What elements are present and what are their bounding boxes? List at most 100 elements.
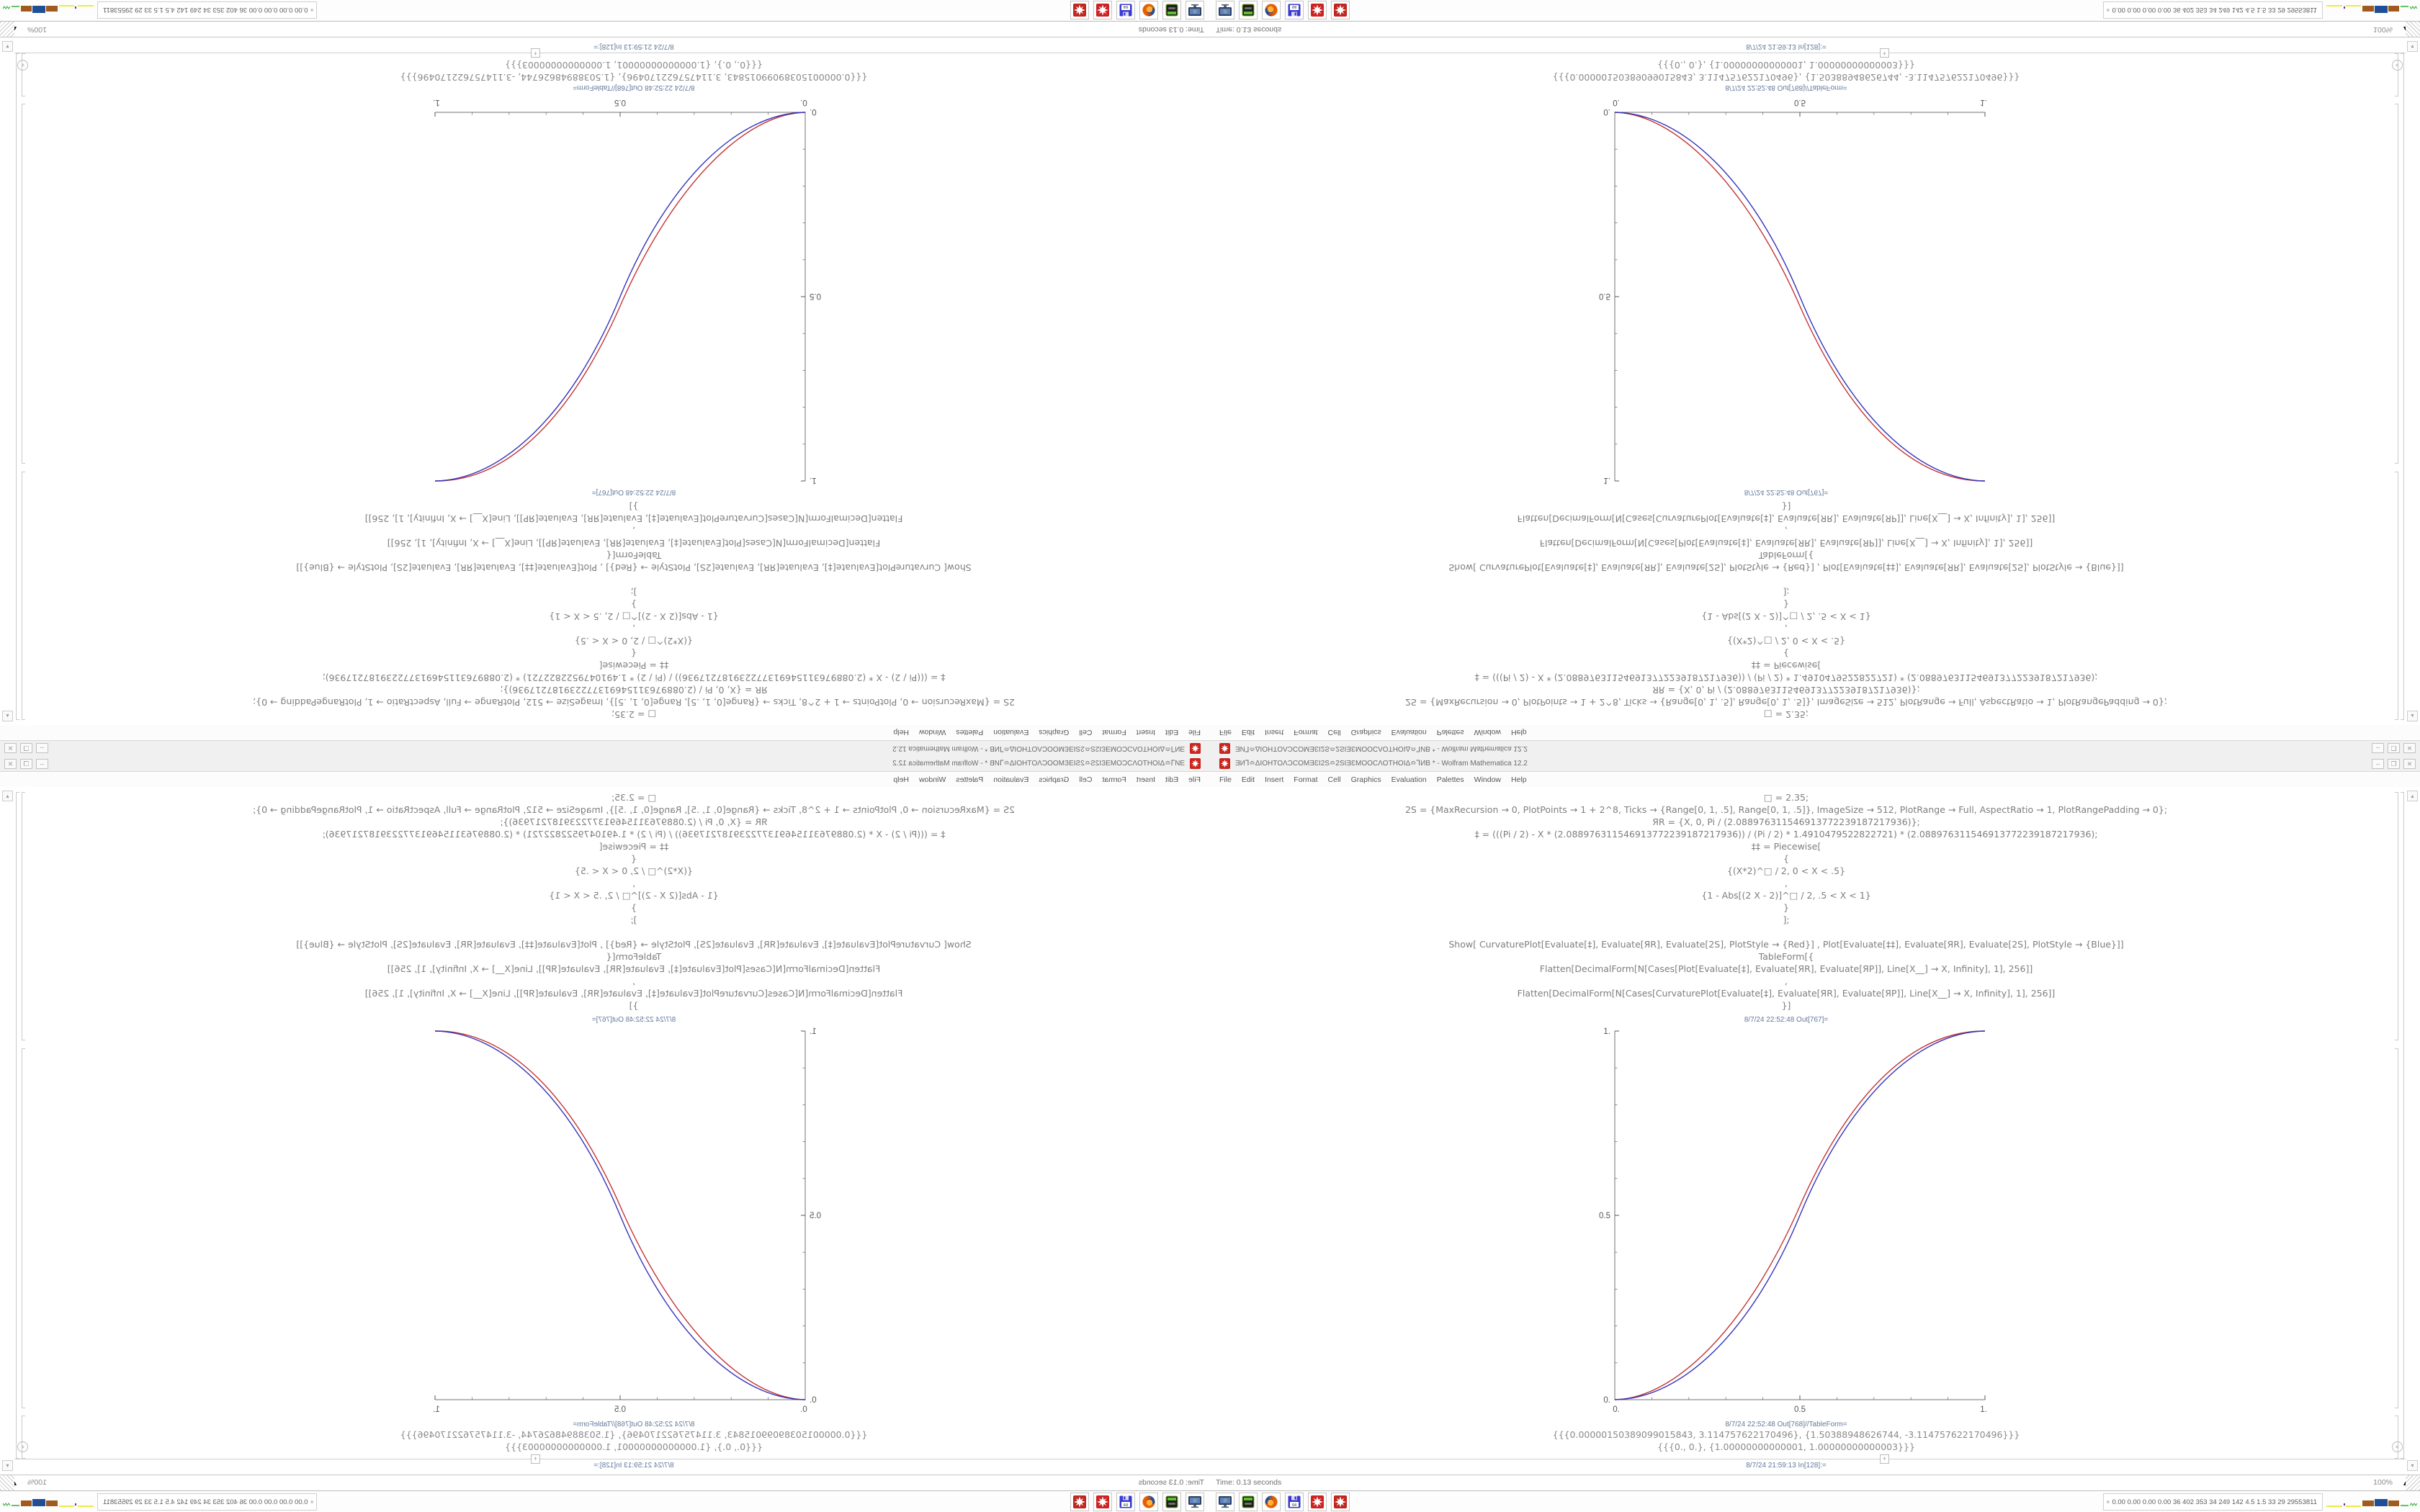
code-line[interactable]: 2S = {MaxRecursion → 0, PlotPoints → 1 +… [252, 804, 1016, 815]
code-line[interactable]: Flatten[DecimalForm[N[Cases[CurvaturePlo… [364, 988, 903, 999]
code-line[interactable]: {(X*2)^□ / 2, 0 < X < .5} [1726, 865, 1846, 876]
code-line[interactable]: }] [1781, 1000, 1791, 1011]
system-stats-widget[interactable]: » 0.00 0.00 0.00 0.00 36 402 353 34 249 … [2103, 1, 2323, 19]
code-line[interactable]: □ = 2.35; [1763, 792, 1809, 803]
menu-file[interactable]: File [1219, 775, 1232, 784]
cell-bracket-group[interactable] [2401, 792, 2404, 1459]
code-line[interactable]: {(X*2)^□ / 2, 0 < X < .5} [574, 865, 694, 876]
cell-bracket-group[interactable] [2403, 53, 2404, 720]
taskbar-item-system-monitor[interactable] [1216, 1, 1234, 19]
menu-palettes[interactable]: Palettes [956, 728, 984, 737]
taskbar-item-c64-emulator[interactable]: 64 [1285, 1, 1304, 19]
taskbar-item-mathematica[interactable] [1308, 1, 1327, 19]
insert-cell-plus-icon[interactable]: + [531, 48, 540, 58]
menu-evaluation[interactable]: Evaluation [993, 728, 1029, 737]
code-line[interactable]: } [1783, 599, 1789, 610]
scroll-more-indicator[interactable]: » [2392, 60, 2403, 71]
menu-insert[interactable]: Insert [1136, 775, 1155, 784]
code-line[interactable]: {1 - Abs[(2 X - 2)]^□ / 2, .5 < X < 1} [1701, 611, 1871, 622]
code-line[interactable]: ‡ = (((Pi / 2) - X * (2.0889763115469137… [322, 672, 946, 683]
code-line[interactable]: ‡‡ = Piecewise[ [599, 841, 669, 852]
corner-dropdown-button[interactable]: ▾ [2, 1460, 13, 1471]
menu-cell[interactable]: Cell [1079, 728, 1093, 737]
code-line[interactable]: Flatten[DecimalForm[N[Cases[CurvaturePlo… [1517, 513, 2056, 524]
menu-window[interactable]: Window [918, 775, 946, 784]
menu-graphics[interactable]: Graphics [1350, 728, 1381, 737]
taskbar-item-system-monitor[interactable] [1186, 1, 1204, 19]
code-line[interactable]: { [631, 648, 637, 659]
scroll-more-indicator[interactable]: » [17, 1441, 28, 1452]
magnification-control[interactable]: 100% [27, 1478, 47, 1487]
code-line[interactable]: 2S = {MaxRecursion → 0, PlotPoints → 1 +… [252, 697, 1016, 708]
corner-dropdown-button[interactable]: ▾ [2, 41, 13, 52]
magnification-control[interactable]: 100% [27, 25, 47, 34]
menu-palettes[interactable]: Palettes [956, 775, 984, 784]
code-line[interactable]: ‡ = (((Pi / 2) - X * (2.0889763115469137… [1474, 672, 2098, 683]
code-line[interactable]: , [632, 526, 635, 536]
code-line[interactable]: Flatten[DecimalForm[N[Cases[CurvaturePlo… [364, 513, 903, 524]
code-line[interactable]: ]; [1783, 914, 1790, 925]
code-line[interactable]: Show[ CurvaturePlot[Evaluate[‡], Evaluat… [296, 562, 972, 573]
code-line[interactable]: Flatten[DecimalForm[N[Cases[Plot[Evaluat… [387, 538, 881, 549]
taskbar-item-mathematica-alt[interactable] [1070, 1493, 1089, 1511]
code-line[interactable]: Flatten[DecimalForm[N[Cases[Plot[Evaluat… [387, 963, 881, 974]
close-button[interactable]: ✕ [2403, 743, 2416, 753]
menu-window[interactable]: Window [918, 728, 946, 737]
magnification-dropdown-icon[interactable]: ▲ [2402, 1480, 2408, 1487]
menu-help[interactable]: Help [1511, 775, 1527, 784]
close-button[interactable]: ✕ [2403, 759, 2416, 769]
code-line[interactable]: { [1783, 853, 1789, 864]
code-line[interactable]: □ = 2.35; [1763, 709, 1809, 720]
taskbar-item-card-reader[interactable] [1162, 1493, 1181, 1511]
menu-evaluation[interactable]: Evaluation [993, 775, 1029, 784]
code-line[interactable]: { [631, 853, 637, 864]
menu-format[interactable]: Format [1294, 775, 1318, 784]
code-line[interactable]: 2S = {MaxRecursion → 0, PlotPoints → 1 +… [1404, 697, 2168, 708]
code-line[interactable]: Flatten[DecimalForm[N[Cases[CurvaturePlo… [1517, 988, 2056, 999]
cell-bracket-group[interactable] [16, 53, 17, 720]
menu-help[interactable]: Help [1511, 728, 1527, 737]
resize-grip[interactable] [0, 21, 14, 37]
stats-chevron-icon[interactable]: » [2105, 9, 2112, 12]
maximize-button[interactable]: ❐ [20, 759, 32, 769]
code-line[interactable]: }] [629, 501, 639, 512]
taskbar-item-c64-emulator[interactable]: 64 [1116, 1, 1135, 19]
menu-insert[interactable]: Insert [1265, 775, 1284, 784]
menu-edit[interactable]: Edit [1241, 728, 1255, 737]
minimize-button[interactable]: – [2372, 759, 2384, 769]
scroll-up-button[interactable]: ▴ [2407, 711, 2418, 721]
code-line[interactable]: 2S = {MaxRecursion → 0, PlotPoints → 1 +… [1404, 804, 2168, 815]
insert-cell-plus-icon[interactable]: + [1880, 48, 1889, 58]
taskbar-item-c64-emulator[interactable]: 64 [1116, 1493, 1135, 1511]
close-button[interactable]: ✕ [4, 743, 17, 753]
menu-file[interactable]: File [1219, 728, 1232, 737]
taskbar-item-c64-emulator[interactable]: 64 [1285, 1493, 1304, 1511]
insert-cell-plus-icon[interactable]: + [1880, 1454, 1889, 1464]
menu-edit[interactable]: Edit [1165, 728, 1179, 737]
code-line[interactable]: ЯR = {X, 0, Pi / (2.08897631154691377223… [500, 685, 768, 696]
taskbar-item-mathematica-alt[interactable] [1331, 1493, 1350, 1511]
notebook-content[interactable]: □ = 2.35; 2S = {MaxRecursion → 0, PlotPo… [1210, 788, 2420, 1475]
code-line[interactable]: Flatten[DecimalForm[N[Cases[Plot[Evaluat… [1539, 538, 2033, 549]
menu-format[interactable]: Format [1102, 728, 1126, 737]
code-line[interactable]: ЯR = {X, 0, Pi / (2.08897631154691377223… [500, 816, 768, 827]
magnification-control[interactable]: 100% [2373, 1478, 2393, 1487]
menu-help[interactable]: Help [893, 728, 909, 737]
code-line[interactable]: TableForm[{ [606, 550, 662, 561]
code-line[interactable]: □ = 2.35; [611, 792, 657, 803]
code-line[interactable]: {1 - Abs[(2 X - 2)]^□ / 2, .5 < X < 1} [1701, 890, 1871, 901]
corner-dropdown-button[interactable]: ▾ [2407, 41, 2418, 52]
code-line[interactable]: ‡ = (((Pi / 2) - X * (2.0889763115469137… [322, 829, 946, 840]
taskbar-item-system-monitor[interactable] [1216, 1493, 1234, 1511]
code-line[interactable]: {(X*2)^□ / 2, 0 < X < .5} [574, 636, 694, 647]
taskbar-item-card-reader[interactable] [1162, 1, 1181, 19]
minimize-button[interactable]: – [2372, 743, 2384, 753]
menu-cell[interactable]: Cell [1079, 775, 1093, 784]
menu-palettes[interactable]: Palettes [1436, 728, 1464, 737]
minimize-button[interactable]: – [36, 759, 48, 769]
scroll-more-indicator[interactable]: » [17, 60, 28, 71]
resize-grip[interactable] [2406, 21, 2420, 37]
menu-evaluation[interactable]: Evaluation [1391, 775, 1427, 784]
scroll-up-button[interactable]: ▴ [2, 791, 13, 801]
menu-format[interactable]: Format [1102, 775, 1126, 784]
